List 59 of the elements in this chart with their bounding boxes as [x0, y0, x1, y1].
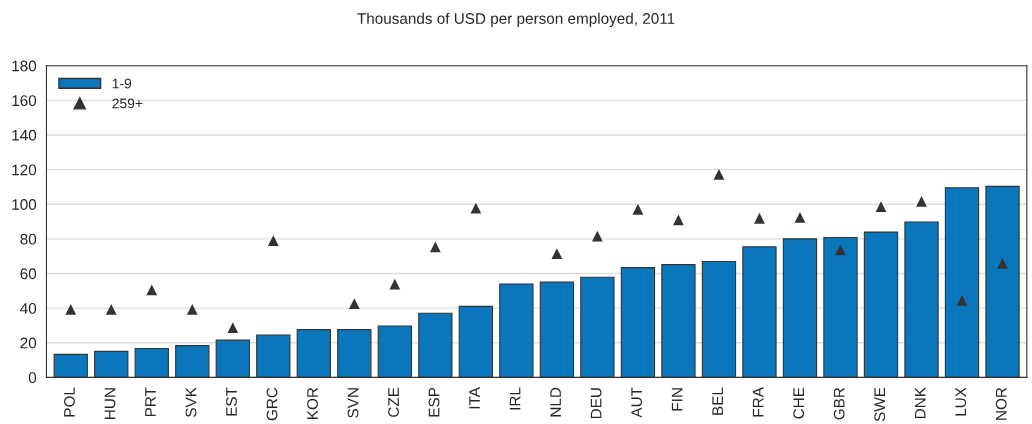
y-tick-label: 40 [20, 302, 37, 314]
y-tick-label: 80 [20, 233, 37, 245]
x-tick-label: AUT [631, 387, 643, 418]
point [470, 202, 482, 214]
x-tick-label: FIN [671, 388, 683, 411]
x-tick-label: SVK [185, 387, 197, 417]
point [227, 322, 239, 334]
point [592, 230, 603, 242]
x-tick-label: KOR [307, 387, 318, 419]
point [997, 257, 1008, 269]
x-tick-label: CZE [388, 387, 399, 417]
point [146, 284, 158, 296]
y-tick-label: 120 [12, 164, 37, 176]
point [916, 196, 927, 207]
x-tick-label: LUX [955, 387, 967, 416]
y-tick-label: 140 [12, 129, 37, 141]
y-tick-label: 180 [12, 60, 37, 72]
legend-label: 259+ [112, 98, 143, 109]
point [875, 201, 887, 213]
x-tick-label: GRC [266, 387, 278, 421]
x-tick-label: EST [226, 387, 237, 416]
point [673, 214, 684, 226]
point [956, 295, 968, 306]
x-tick-label: DNK [914, 387, 926, 419]
x-tick-label: DEU [590, 388, 602, 419]
y-tick-label: 0 [28, 372, 37, 384]
x-tick-label: IRL [509, 387, 521, 410]
y-tick-label: 160 [12, 95, 37, 107]
legend-label: 1-9 [112, 78, 132, 89]
x-tick-label: ITA [469, 387, 480, 409]
x-tick-label: PRT [145, 387, 156, 417]
chart-title: Thousands of USD per person employed, 2011 [357, 12, 675, 27]
x-tick-label: NLD [550, 387, 561, 417]
x-tick-label: NOR [995, 387, 1007, 420]
point [348, 298, 360, 309]
point [835, 244, 846, 256]
point [389, 278, 401, 290]
point [713, 169, 725, 180]
point [429, 241, 441, 253]
x-tick-label: BEL [712, 387, 723, 415]
y-tick-label: 100 [12, 199, 37, 210]
point [632, 203, 644, 215]
x-tick-label: HUN [104, 388, 116, 419]
x-tick-label: ESP [428, 387, 440, 417]
point [754, 212, 765, 224]
x-tick-label: GBR [833, 387, 845, 420]
y-tick-label: 20 [20, 337, 37, 349]
point [186, 304, 198, 315]
point [794, 212, 806, 223]
point [551, 248, 563, 259]
point [105, 304, 117, 315]
y-tick-label: 60 [20, 268, 37, 280]
x-tick-label: SVN [347, 388, 359, 418]
x-tick-label: POL [64, 387, 75, 417]
point [267, 235, 279, 246]
x-tick-label: SWE [874, 387, 886, 422]
point [65, 304, 77, 315]
x-tick-label: FRA [752, 387, 764, 417]
x-tick-label: CHE [793, 387, 805, 419]
